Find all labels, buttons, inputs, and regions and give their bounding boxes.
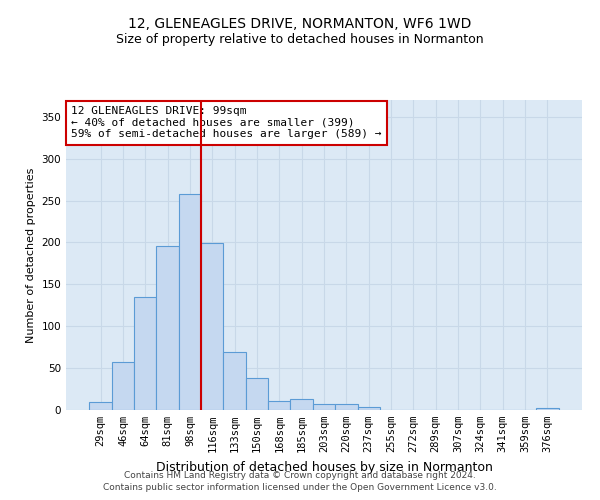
Bar	[89, 402, 112, 410]
Bar	[134, 297, 157, 410]
Text: Contains public sector information licensed under the Open Government Licence v3: Contains public sector information licen…	[103, 484, 497, 492]
Bar	[223, 352, 246, 410]
Bar	[335, 404, 358, 410]
Bar	[313, 404, 335, 410]
Bar	[179, 194, 201, 410]
Bar	[268, 401, 290, 410]
Y-axis label: Number of detached properties: Number of detached properties	[26, 168, 36, 342]
Bar	[246, 378, 268, 410]
Bar	[112, 362, 134, 410]
Text: Size of property relative to detached houses in Normanton: Size of property relative to detached ho…	[116, 32, 484, 46]
Bar	[358, 408, 380, 410]
Bar	[290, 399, 313, 410]
Text: Contains HM Land Registry data © Crown copyright and database right 2024.: Contains HM Land Registry data © Crown c…	[124, 471, 476, 480]
X-axis label: Distribution of detached houses by size in Normanton: Distribution of detached houses by size …	[155, 460, 493, 473]
Bar	[201, 244, 223, 410]
Text: 12 GLENEAGLES DRIVE: 99sqm
← 40% of detached houses are smaller (399)
59% of sem: 12 GLENEAGLES DRIVE: 99sqm ← 40% of deta…	[71, 106, 382, 140]
Text: 12, GLENEAGLES DRIVE, NORMANTON, WF6 1WD: 12, GLENEAGLES DRIVE, NORMANTON, WF6 1WD	[128, 18, 472, 32]
Bar	[157, 246, 179, 410]
Bar	[536, 408, 559, 410]
